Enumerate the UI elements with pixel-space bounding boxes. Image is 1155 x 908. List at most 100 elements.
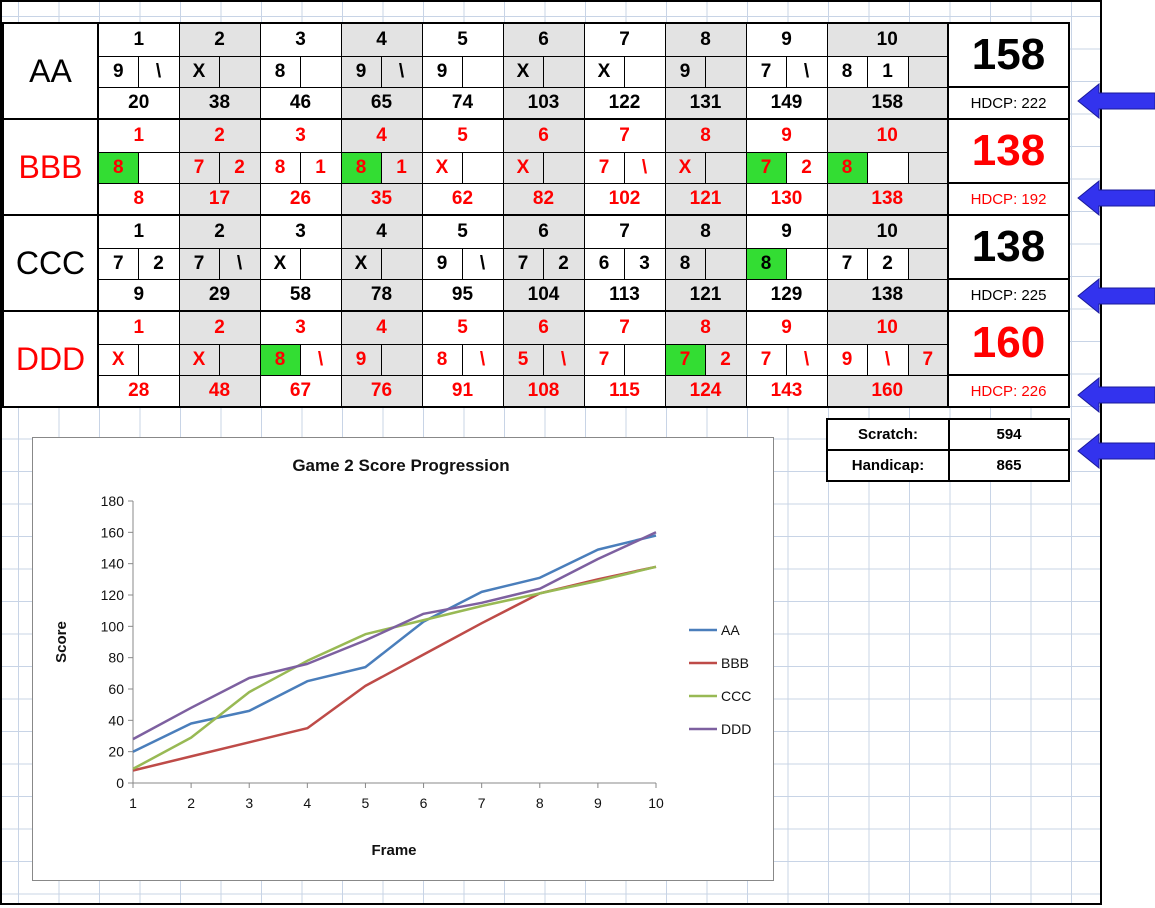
ball-cell[interactable] (623, 55, 666, 88)
ball-cell[interactable] (907, 55, 949, 88)
ball-cell[interactable] (137, 343, 180, 376)
ball-cell[interactable]: 7 (583, 343, 625, 376)
ball-cell[interactable] (907, 247, 949, 280)
ball-cell[interactable]: 9 (826, 343, 868, 376)
game-total: 138 (947, 118, 1070, 184)
y-tick-label: 180 (101, 493, 125, 509)
ball-cell[interactable]: 1 (299, 151, 342, 184)
ball-cell[interactable]: \ (785, 55, 828, 88)
ball-cell[interactable]: 2 (866, 247, 909, 280)
ball-cell[interactable]: X (178, 55, 220, 88)
ball-cell[interactable]: X (340, 247, 382, 280)
cumulative-score: 46 (259, 87, 342, 120)
ball-cell[interactable]: X (583, 55, 625, 88)
ball-cell[interactable]: 7 (97, 247, 139, 280)
ball-cell[interactable] (542, 151, 585, 184)
ball-cell[interactable]: 1 (380, 151, 423, 184)
ball-cell[interactable]: X (502, 55, 544, 88)
ball-cell[interactable]: 8 (97, 151, 139, 184)
ball-cell[interactable]: 7 (583, 151, 625, 184)
ball-cell[interactable] (218, 343, 261, 376)
ball-cell[interactable]: 8 (664, 247, 706, 280)
ball-cell[interactable] (542, 55, 585, 88)
ball-cell[interactable]: 9 (340, 343, 382, 376)
ball-cell[interactable]: 7 (502, 247, 544, 280)
ball-cell[interactable]: 9 (664, 55, 706, 88)
ball-cell[interactable]: 7 (745, 151, 787, 184)
cumulative-score: 26 (259, 183, 342, 216)
score-progression-chart: Game 2 Score Progression 0 20 40 60 80 100 120 1… (32, 437, 774, 881)
ball-cell[interactable] (785, 247, 828, 280)
ball-cell[interactable]: \ (542, 343, 585, 376)
ball-cell[interactable]: \ (461, 247, 504, 280)
ball-cell[interactable] (704, 247, 747, 280)
ball-cell[interactable]: 2 (218, 151, 261, 184)
ball-cell[interactable]: 7 (178, 151, 220, 184)
ball-cell[interactable]: \ (461, 343, 504, 376)
ball-cell[interactable]: 3 (623, 247, 666, 280)
frame-number: 3 (259, 118, 342, 152)
ball-cell[interactable]: 9 (421, 55, 463, 88)
ball-cell[interactable]: 2 (542, 247, 585, 280)
ball-cell[interactable]: 6 (583, 247, 625, 280)
ball-cell[interactable] (623, 343, 666, 376)
ball-cell[interactable]: 7 (745, 343, 787, 376)
ball-cell[interactable]: 9 (97, 55, 139, 88)
y-tick-label: 20 (108, 744, 124, 760)
ball-cell[interactable]: X (178, 343, 220, 376)
ball-cell[interactable]: X (97, 343, 139, 376)
frame-number: 10 (826, 22, 949, 56)
ball-cell[interactable]: \ (785, 343, 828, 376)
ball-cell[interactable] (137, 151, 180, 184)
ball-cell[interactable]: 8 (340, 151, 382, 184)
ball-cell[interactable]: \ (299, 343, 342, 376)
ball-cell[interactable] (461, 55, 504, 88)
ball-cell[interactable]: X (502, 151, 544, 184)
ball-cell[interactable]: X (664, 151, 706, 184)
ball-cell[interactable]: 2 (785, 151, 828, 184)
ball-cell[interactable]: 2 (704, 343, 747, 376)
ball-cell[interactable]: 8 (826, 55, 868, 88)
ball-cell[interactable]: \ (866, 343, 909, 376)
ball-cell[interactable]: \ (623, 151, 666, 184)
ball-cell[interactable]: X (421, 151, 463, 184)
cumulative-score: 20 (97, 87, 180, 120)
ball-cell[interactable]: \ (218, 247, 261, 280)
ball-cell[interactable]: 7 (178, 247, 220, 280)
ball-cell[interactable] (866, 151, 909, 184)
ball-cell[interactable] (299, 247, 342, 280)
ball-cell[interactable]: \ (137, 55, 180, 88)
ball-cell[interactable] (461, 151, 504, 184)
frame-number: 8 (664, 118, 747, 152)
ball-cell[interactable] (380, 343, 423, 376)
frame-number: 1 (97, 310, 180, 344)
ball-cell[interactable]: 8 (826, 151, 868, 184)
ball-cell[interactable]: \ (380, 55, 423, 88)
ball-cell[interactable]: 7 (826, 247, 868, 280)
ball-cell[interactable]: 8 (259, 151, 301, 184)
ball-cell[interactable]: 5 (502, 343, 544, 376)
ball-cell[interactable]: 7 (907, 343, 949, 376)
series-summary: Scratch: 594 Handicap: 865 (826, 418, 1070, 482)
ball-cell[interactable] (704, 55, 747, 88)
ball-cell[interactable]: 8 (259, 343, 301, 376)
x-tick-label: 10 (648, 795, 664, 811)
ball-cell[interactable] (218, 55, 261, 88)
ball-cell[interactable]: X (259, 247, 301, 280)
ball-cell[interactable]: 1 (866, 55, 909, 88)
ball-cell[interactable]: 9 (421, 247, 463, 280)
ball-cell[interactable] (380, 247, 423, 280)
frame-number: 8 (664, 22, 747, 56)
frame-number: 2 (178, 310, 261, 344)
ball-cell[interactable]: 7 (664, 343, 706, 376)
ball-cell[interactable] (907, 151, 949, 184)
ball-cell[interactable]: 7 (745, 55, 787, 88)
ball-cell[interactable] (299, 55, 342, 88)
ball-cell[interactable]: 8 (421, 343, 463, 376)
ball-cell[interactable] (704, 151, 747, 184)
ball-cell[interactable]: 8 (259, 55, 301, 88)
ball-cell[interactable]: 8 (745, 247, 787, 280)
ball-cell[interactable]: 2 (137, 247, 180, 280)
ball-cell[interactable]: 9 (340, 55, 382, 88)
y-tick-label: 60 (108, 681, 124, 697)
